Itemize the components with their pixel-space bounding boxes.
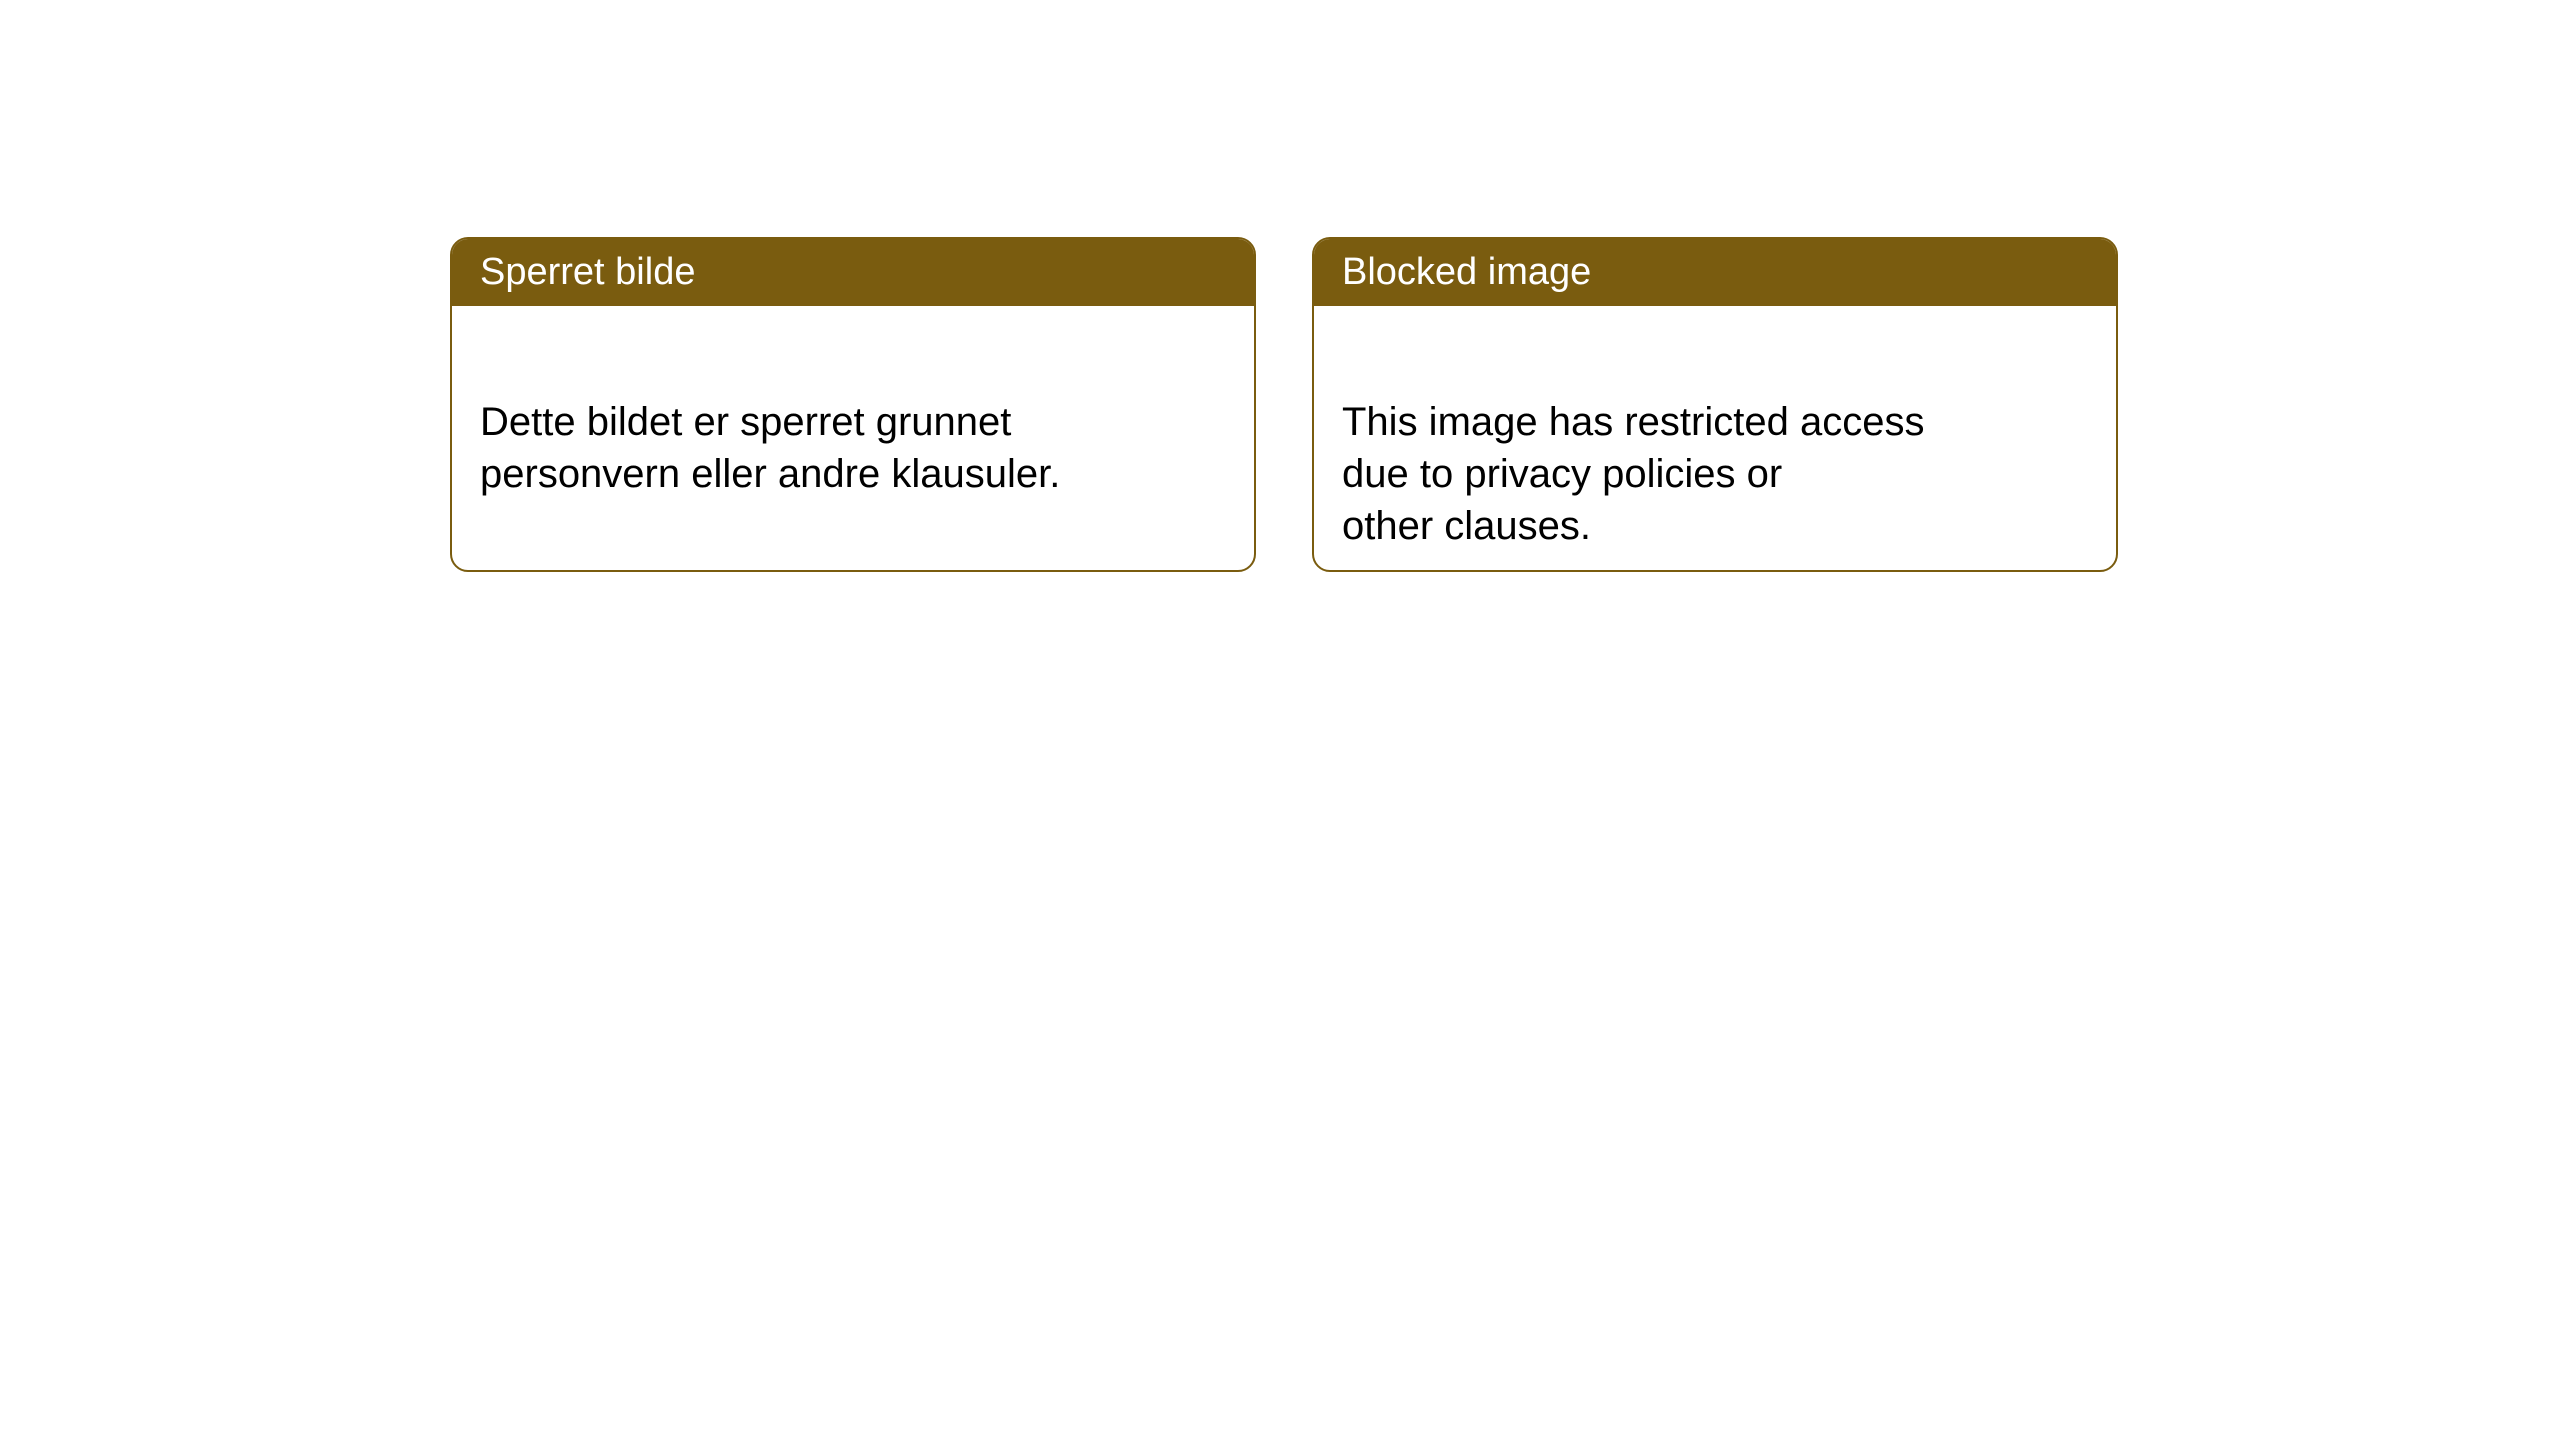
card-header-no: Sperret bilde	[452, 239, 1254, 306]
card-body-no: Dette bildet er sperret grunnet personve…	[452, 306, 1254, 538]
card-body-en: This image has restricted access due to …	[1314, 306, 2116, 572]
blocked-image-card-en: Blocked image This image has restricted …	[1312, 237, 2118, 572]
notice-container: Sperret bilde Dette bildet er sperret gr…	[0, 0, 2560, 572]
card-title-en: Blocked image	[1342, 251, 1591, 293]
card-text-no: Dette bildet er sperret grunnet personve…	[480, 400, 1060, 496]
card-header-en: Blocked image	[1314, 239, 2116, 306]
card-title-no: Sperret bilde	[480, 251, 695, 293]
blocked-image-card-no: Sperret bilde Dette bildet er sperret gr…	[450, 237, 1256, 572]
card-text-en: This image has restricted access due to …	[1342, 400, 1924, 548]
